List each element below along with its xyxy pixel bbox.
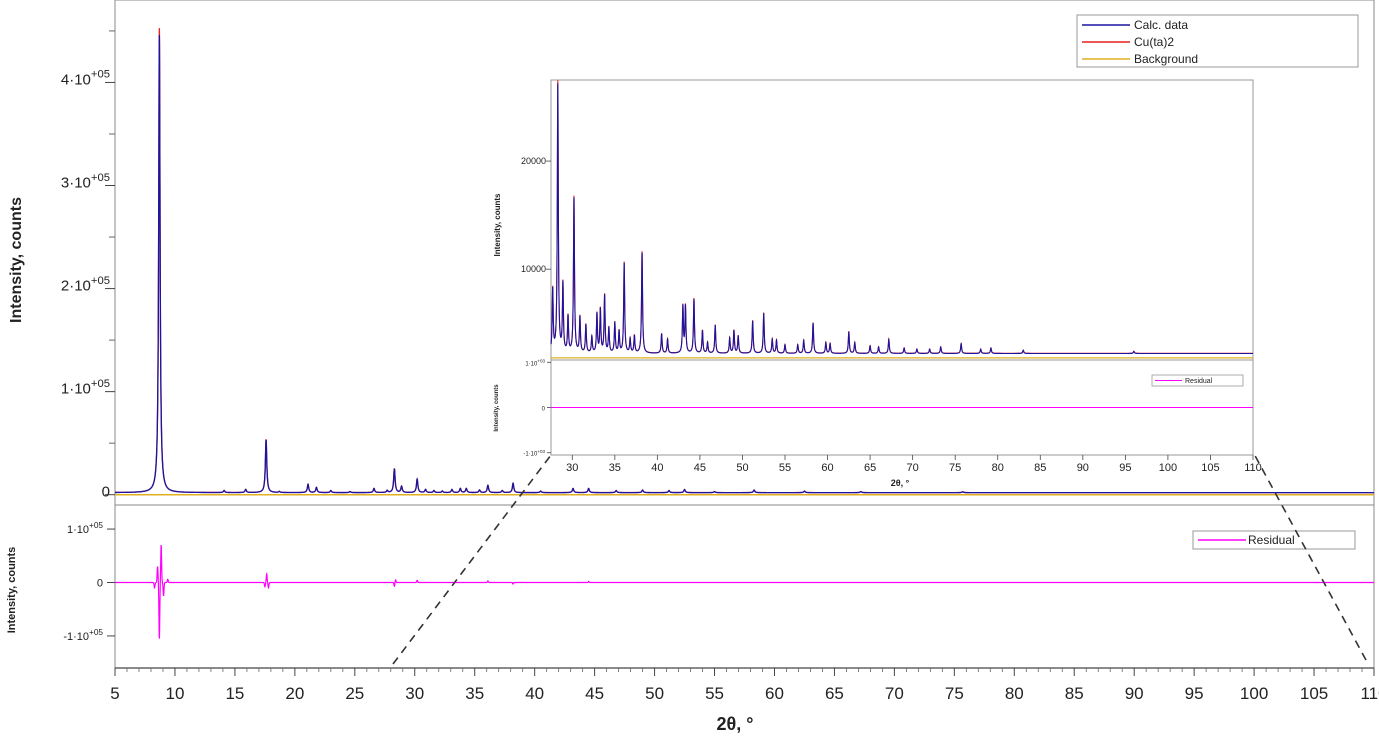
inset-background [551,80,1253,455]
inset-x-axis-ticks: 30 35 40 45 50 55 60 65 70 75 80 85 90 95 100 105 110 [566,455,1262,474]
x-tick-label: 100 [1240,684,1268,703]
inset-residual-y-axis-title: Intensity, counts [494,384,500,432]
x-tick-label: 5 [110,684,119,703]
inset-y-axis-title: Intensity, counts [493,193,502,257]
x-axis-ticks: 5 10 15 20 25 30 35 40 45 50 55 60 65 70 75 80 85 90 95 100… [110,668,1379,703]
main-y-tick-label: 2·10+05 [61,275,110,295]
inset-x-tick-label: 45 [694,462,706,474]
x-tick-label: 70 [885,684,904,703]
inset-x-tick-label: 100 [1159,462,1177,474]
inset-chart: 10000 20000 1·10+03 0 -1·10+03 30 35 40 45 50 55… [493,79,1262,488]
inset-calc-data-curve [550,83,1253,355]
x-tick-label: 75 [945,684,964,703]
main-y-tick-label: 1·10+05 [61,378,110,398]
inset-x-tick-label: 110 [1244,462,1262,474]
x-tick-label: 45 [585,684,604,703]
residual-curve [115,545,1374,639]
inset-curves [550,80,1253,359]
x-tick-label: 80 [1005,684,1024,703]
residual-curves [115,545,1374,639]
x-tick-label: 10 [165,684,184,703]
inset-x-tick-label: 75 [949,462,961,474]
x-tick-label: 20 [285,684,304,703]
calc-data-curve [115,35,1374,494]
residual-legend: Residual [1192,530,1356,550]
inset-residual-y-tick-label: 1·10+03 [525,359,545,368]
main-y-axis-ticks: 0 1·10+05 2·10+05 3·10+05 4·10+05 [61,30,115,501]
x-tick-label: 30 [405,684,424,703]
main-legend: Calc. data Cu(ta)2 Background [1076,14,1359,68]
x-tick-label: 15 [225,684,244,703]
inset-x-tick-label: 85 [1034,462,1046,474]
inset-x-tick-label: 105 [1201,462,1219,474]
inset-x-tick-label: 60 [821,462,833,474]
inset-x-tick-label: 70 [907,462,919,474]
x-tick-label: 110 [1360,684,1379,703]
main-y-tick-label: 3·10+05 [61,172,110,192]
zoom-connector-right [1252,451,1367,661]
x-tick-label: 25 [345,684,364,703]
legend-label-background: Background [1134,52,1198,66]
x-axis-title: 2θ, ° [717,714,754,734]
x-tick-label: 55 [705,684,724,703]
inset-y-tick-label: 10000 [521,264,546,274]
inset-x-tick-label: 30 [566,462,578,474]
main-curves [115,28,1374,496]
inset-residual-curves: 1·10+03 0 -1·10+03 [523,359,1253,458]
residual-y-tick-label: 0 [97,577,103,589]
inset-residual-legend-box [1151,374,1244,387]
inset-x-tick-label: 35 [609,462,621,474]
residual-y-axis-title: Intensity, counts [6,547,18,634]
residual-y-tick-label: -1·10+05 [63,628,103,643]
inset-x-axis-title: 2θ, ° [891,478,910,488]
legend-label-cuta2: Cu(ta)2 [1134,35,1174,49]
x-tick-label: 65 [825,684,844,703]
inset-residual-y-tick-label: 0 [542,407,546,413]
inset-x-tick-label: 95 [1119,462,1131,474]
legend-label-calc: Calc. data [1134,18,1188,32]
residual-y-tick-label: 1·10+05 [67,521,103,536]
x-tick-label: 40 [525,684,544,703]
inset-x-tick-label: 80 [992,462,1004,474]
main-y-tick-label: 0 [102,484,110,501]
x-tick-label: 85 [1065,684,1084,703]
inset-y-axis-ticks: 10000 20000 [521,156,551,274]
x-tick-label: 35 [465,684,484,703]
inset-x-tick-label: 40 [651,462,663,474]
inset-y-tick-label: 20000 [521,156,546,166]
inset-legend-label-residual: Residual [1185,378,1213,385]
main-y-axis-title: Intensity, counts [8,197,25,323]
inset-x-tick-label: 50 [736,462,748,474]
main-y-tick-label: 4·10+05 [61,69,110,89]
x-tick-label: 90 [1125,684,1144,703]
x-tick-label: 105 [1300,684,1328,703]
x-tick-label: 60 [765,684,784,703]
x-tick-label: 50 [645,684,664,703]
x-tick-label: 95 [1185,684,1204,703]
residual-legend-box [1192,530,1356,550]
inset-x-tick-label: 90 [1077,462,1089,474]
inset-residual-y-tick-label: -1·10+03 [523,449,545,458]
zoom-connector-left [392,454,552,665]
inset-x-tick-label: 65 [864,462,876,474]
residual-plot-frame [114,504,1375,669]
legend-label-residual: Residual [1248,533,1295,547]
inset-x-tick-label: 55 [779,462,791,474]
residual-y-axis-ticks: 1·10+05 0 -1·10+05 [63,521,115,643]
inset-residual-legend: Residual [1151,374,1244,387]
